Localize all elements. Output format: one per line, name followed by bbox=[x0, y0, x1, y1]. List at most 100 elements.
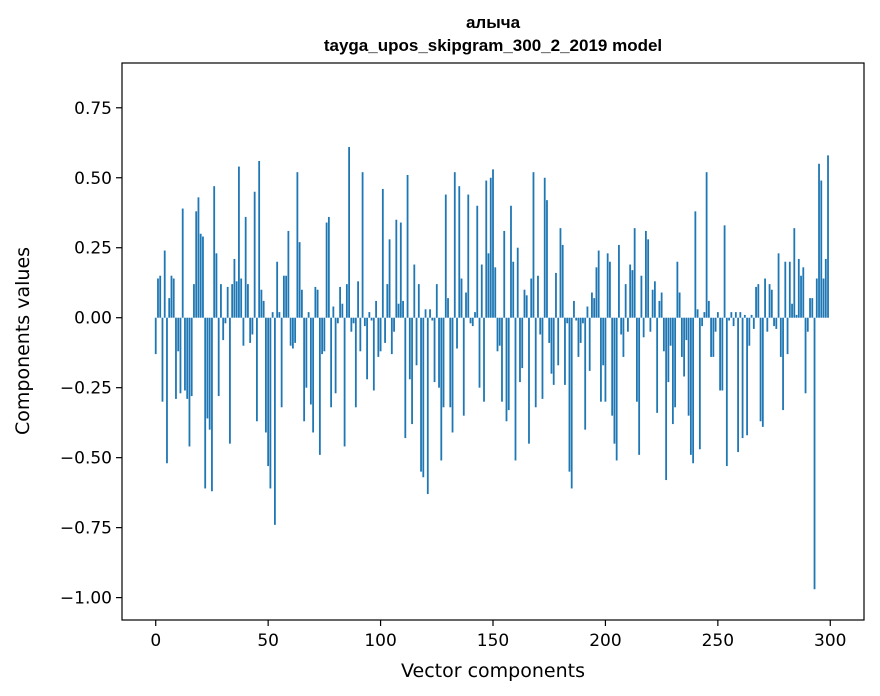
y-tick-label: 0.75 bbox=[74, 99, 112, 119]
bar bbox=[689, 317, 692, 455]
chart-title: алыча bbox=[466, 13, 521, 32]
bar bbox=[534, 317, 537, 408]
bar bbox=[352, 317, 355, 324]
bar bbox=[734, 312, 737, 318]
bar bbox=[606, 253, 609, 318]
bar bbox=[755, 286, 757, 318]
bar bbox=[208, 317, 211, 430]
bars-group bbox=[154, 146, 829, 590]
bar bbox=[415, 317, 418, 366]
bar bbox=[357, 281, 359, 318]
y-axis-ticks: −1.00 −0.75 −0.50 −0.25 0.00 0.25 0.50 0.75 bbox=[60, 99, 122, 609]
bar bbox=[820, 180, 823, 318]
bar bbox=[525, 295, 528, 318]
bar bbox=[501, 317, 503, 402]
bar bbox=[503, 230, 506, 318]
bar bbox=[384, 317, 386, 343]
bar bbox=[737, 317, 739, 453]
bar bbox=[154, 317, 157, 355]
bar bbox=[251, 317, 254, 335]
bar bbox=[397, 303, 400, 318]
bar bbox=[550, 317, 553, 374]
bar bbox=[424, 309, 427, 318]
bar bbox=[184, 317, 186, 391]
bar bbox=[222, 317, 225, 341]
bar bbox=[408, 317, 411, 380]
bar bbox=[211, 317, 213, 492]
bar bbox=[591, 292, 593, 318]
bar bbox=[512, 261, 515, 318]
bar bbox=[395, 219, 398, 318]
bar bbox=[586, 306, 589, 318]
bar bbox=[318, 317, 321, 455]
bar bbox=[213, 186, 216, 318]
bar bbox=[204, 317, 207, 489]
bar bbox=[575, 317, 578, 321]
bar bbox=[809, 298, 811, 318]
bar bbox=[442, 317, 445, 408]
bar bbox=[350, 317, 353, 332]
x-tick-label: 200 bbox=[589, 631, 621, 651]
bar bbox=[224, 317, 227, 324]
bar bbox=[386, 284, 389, 318]
bar bbox=[782, 317, 784, 411]
bar bbox=[824, 258, 827, 318]
bar bbox=[413, 264, 416, 318]
bar bbox=[314, 286, 317, 318]
bar bbox=[321, 317, 324, 355]
bar bbox=[645, 230, 647, 318]
bar bbox=[552, 317, 555, 385]
bar bbox=[233, 258, 236, 318]
y-tick-label: −0.50 bbox=[60, 449, 112, 469]
bar bbox=[678, 292, 681, 318]
bar bbox=[487, 253, 490, 318]
bar bbox=[447, 298, 449, 318]
x-tick-label: 50 bbox=[257, 631, 279, 651]
bar bbox=[741, 317, 744, 439]
bar bbox=[750, 314, 753, 318]
bar bbox=[638, 317, 641, 455]
bar bbox=[703, 312, 706, 318]
bar bbox=[732, 317, 735, 327]
bar bbox=[334, 317, 337, 394]
bar bbox=[388, 239, 391, 318]
bar bbox=[327, 216, 330, 318]
bar bbox=[166, 317, 168, 464]
bar bbox=[195, 211, 198, 318]
bar bbox=[345, 284, 348, 318]
bar bbox=[280, 317, 283, 408]
bar bbox=[325, 222, 328, 318]
bar bbox=[480, 264, 483, 318]
bar bbox=[240, 278, 243, 318]
bar bbox=[728, 317, 730, 321]
bar bbox=[546, 200, 548, 318]
bar bbox=[827, 155, 829, 318]
bar bbox=[523, 289, 526, 318]
bar bbox=[507, 317, 510, 411]
bar bbox=[471, 317, 474, 327]
x-tick-label: 300 bbox=[814, 631, 846, 651]
bar bbox=[597, 250, 600, 318]
bar bbox=[476, 205, 479, 318]
bar bbox=[305, 317, 308, 388]
bar bbox=[390, 317, 393, 355]
bar bbox=[271, 312, 274, 318]
bar bbox=[579, 317, 582, 343]
bar bbox=[440, 317, 443, 461]
bar bbox=[775, 317, 778, 329]
bar bbox=[159, 275, 162, 318]
bar bbox=[469, 317, 472, 324]
bar bbox=[719, 317, 721, 391]
bar bbox=[696, 309, 699, 318]
bar bbox=[631, 270, 634, 318]
bar bbox=[359, 317, 362, 352]
bar bbox=[312, 317, 315, 433]
bar bbox=[426, 317, 429, 495]
bar bbox=[602, 317, 605, 366]
bar bbox=[411, 317, 413, 425]
bar bbox=[332, 306, 335, 318]
bar bbox=[804, 317, 807, 394]
bar bbox=[676, 261, 679, 318]
bar bbox=[748, 317, 751, 346]
bar bbox=[651, 289, 654, 318]
